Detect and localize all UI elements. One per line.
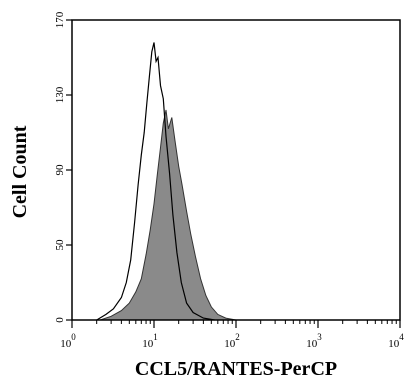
x-tick-label: 101 [142,332,158,350]
y-tick-label: 170 [54,11,66,28]
series-1-outline-histogram [96,42,215,321]
y-tick-label: 90 [54,164,66,176]
y-tick-label: 130 [54,86,66,103]
x-axis-title: CCL5/RANTES-PerCP [135,358,337,380]
x-tick-label: 100 [60,332,76,350]
series-0-filled-histogram [99,109,237,321]
x-tick-label: 102 [224,332,240,350]
x-axis-ticks: 100 101 102 103 104 [60,320,404,350]
y-tick-label: 50 [54,239,66,251]
series-layer [96,42,237,321]
y-tick-label: 0 [54,317,66,323]
y-axis-ticks: 0 50 90 130 170 [54,11,72,323]
y-axis-title: Cell Count [9,125,31,218]
x-tick-label: 104 [388,332,404,350]
x-tick-label: 103 [306,332,322,350]
